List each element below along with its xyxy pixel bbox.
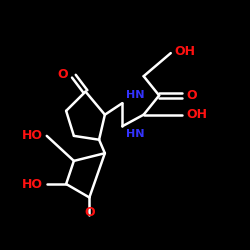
Text: OH: OH [174, 45, 196, 58]
Text: HN: HN [126, 90, 145, 100]
Text: O: O [58, 68, 68, 81]
Text: HO: HO [22, 130, 43, 142]
Text: O: O [186, 89, 197, 102]
Text: O: O [84, 206, 95, 219]
Text: OH: OH [186, 108, 207, 121]
Text: HN: HN [126, 129, 145, 139]
Text: HO: HO [22, 178, 43, 190]
